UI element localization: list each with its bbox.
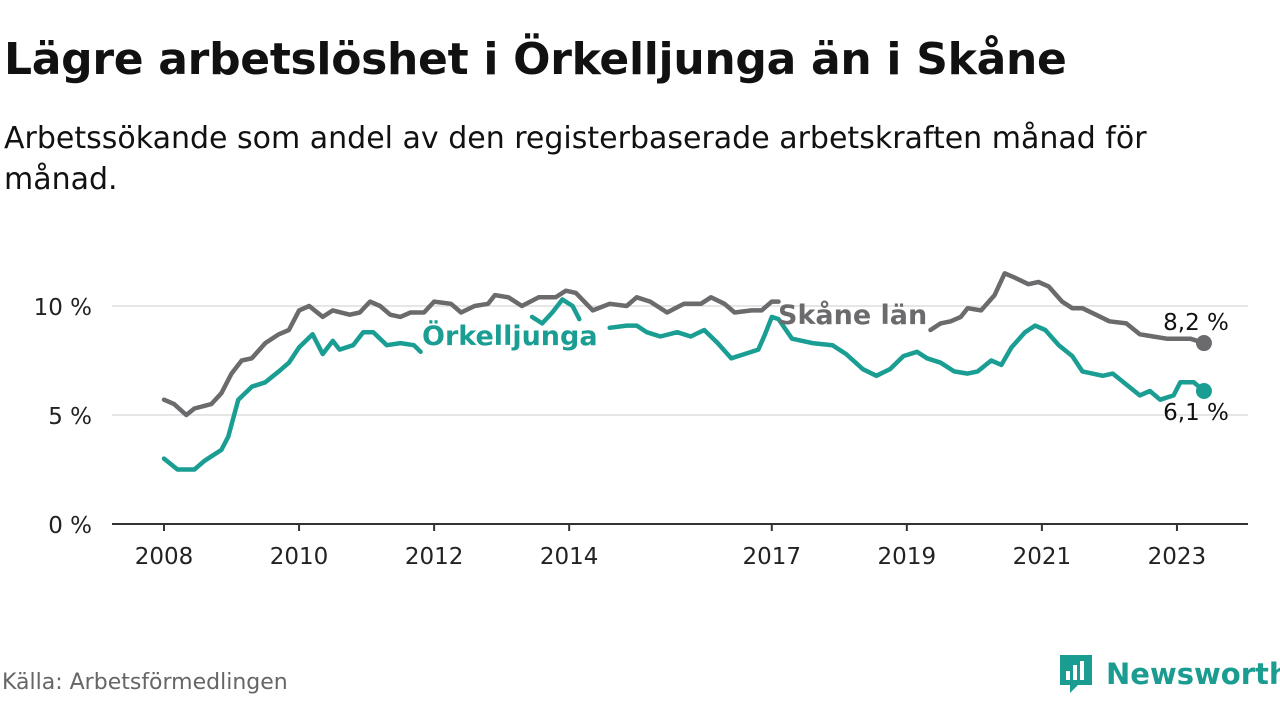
x-tick-label: 2019	[878, 544, 937, 570]
chart-title: Lägre arbetslöshet i Örkelljunga än i Sk…	[4, 34, 1067, 85]
y-tick-label: 5 %	[48, 404, 92, 430]
x-tick-label: 2010	[270, 544, 329, 570]
y-tick-label: 0 %	[48, 513, 92, 539]
series-line-orkelljunga	[161, 329, 423, 472]
end-point-skane	[1195, 335, 1212, 352]
x-tick-label: 2017	[742, 544, 801, 570]
x-tick-label: 2023	[1148, 544, 1207, 570]
newsworthy-logo-icon	[1060, 655, 1092, 693]
x-tick-label: 2008	[135, 544, 194, 570]
brand-name: Newsworthy	[1106, 657, 1280, 691]
series-label-orkelljunga: Örkelljunga	[422, 319, 598, 352]
end-point-orkelljunga	[1195, 383, 1212, 400]
series-line-orkelljunga-mid	[529, 297, 582, 326]
x-tick-label: 2012	[405, 544, 464, 570]
series-line-skane-cont	[928, 271, 1207, 346]
brand-logo[interactable]: Newsworthy	[1058, 652, 1280, 696]
y-tick-label: 10 %	[34, 295, 92, 321]
x-tick-label: 2014	[540, 544, 599, 570]
line-chart: 0 % 5 % 10 % 2008 2010 2012 2014 2017 2019 2021 20…	[34, 271, 1248, 570]
series-label-skane: Skåne län	[778, 299, 927, 331]
series-line-orkelljunga-cont	[607, 314, 1207, 402]
chart-subtitle: Arbetssökande som andel av den registerb…	[4, 121, 1147, 197]
source-note: Källa: Arbetsförmedlingen	[2, 670, 288, 695]
series-line-skane	[161, 288, 781, 418]
end-label-orkelljunga: 6,1 %	[1163, 400, 1229, 426]
end-label-skane: 8,2 %	[1163, 310, 1229, 336]
x-tick-label: 2021	[1013, 544, 1072, 570]
